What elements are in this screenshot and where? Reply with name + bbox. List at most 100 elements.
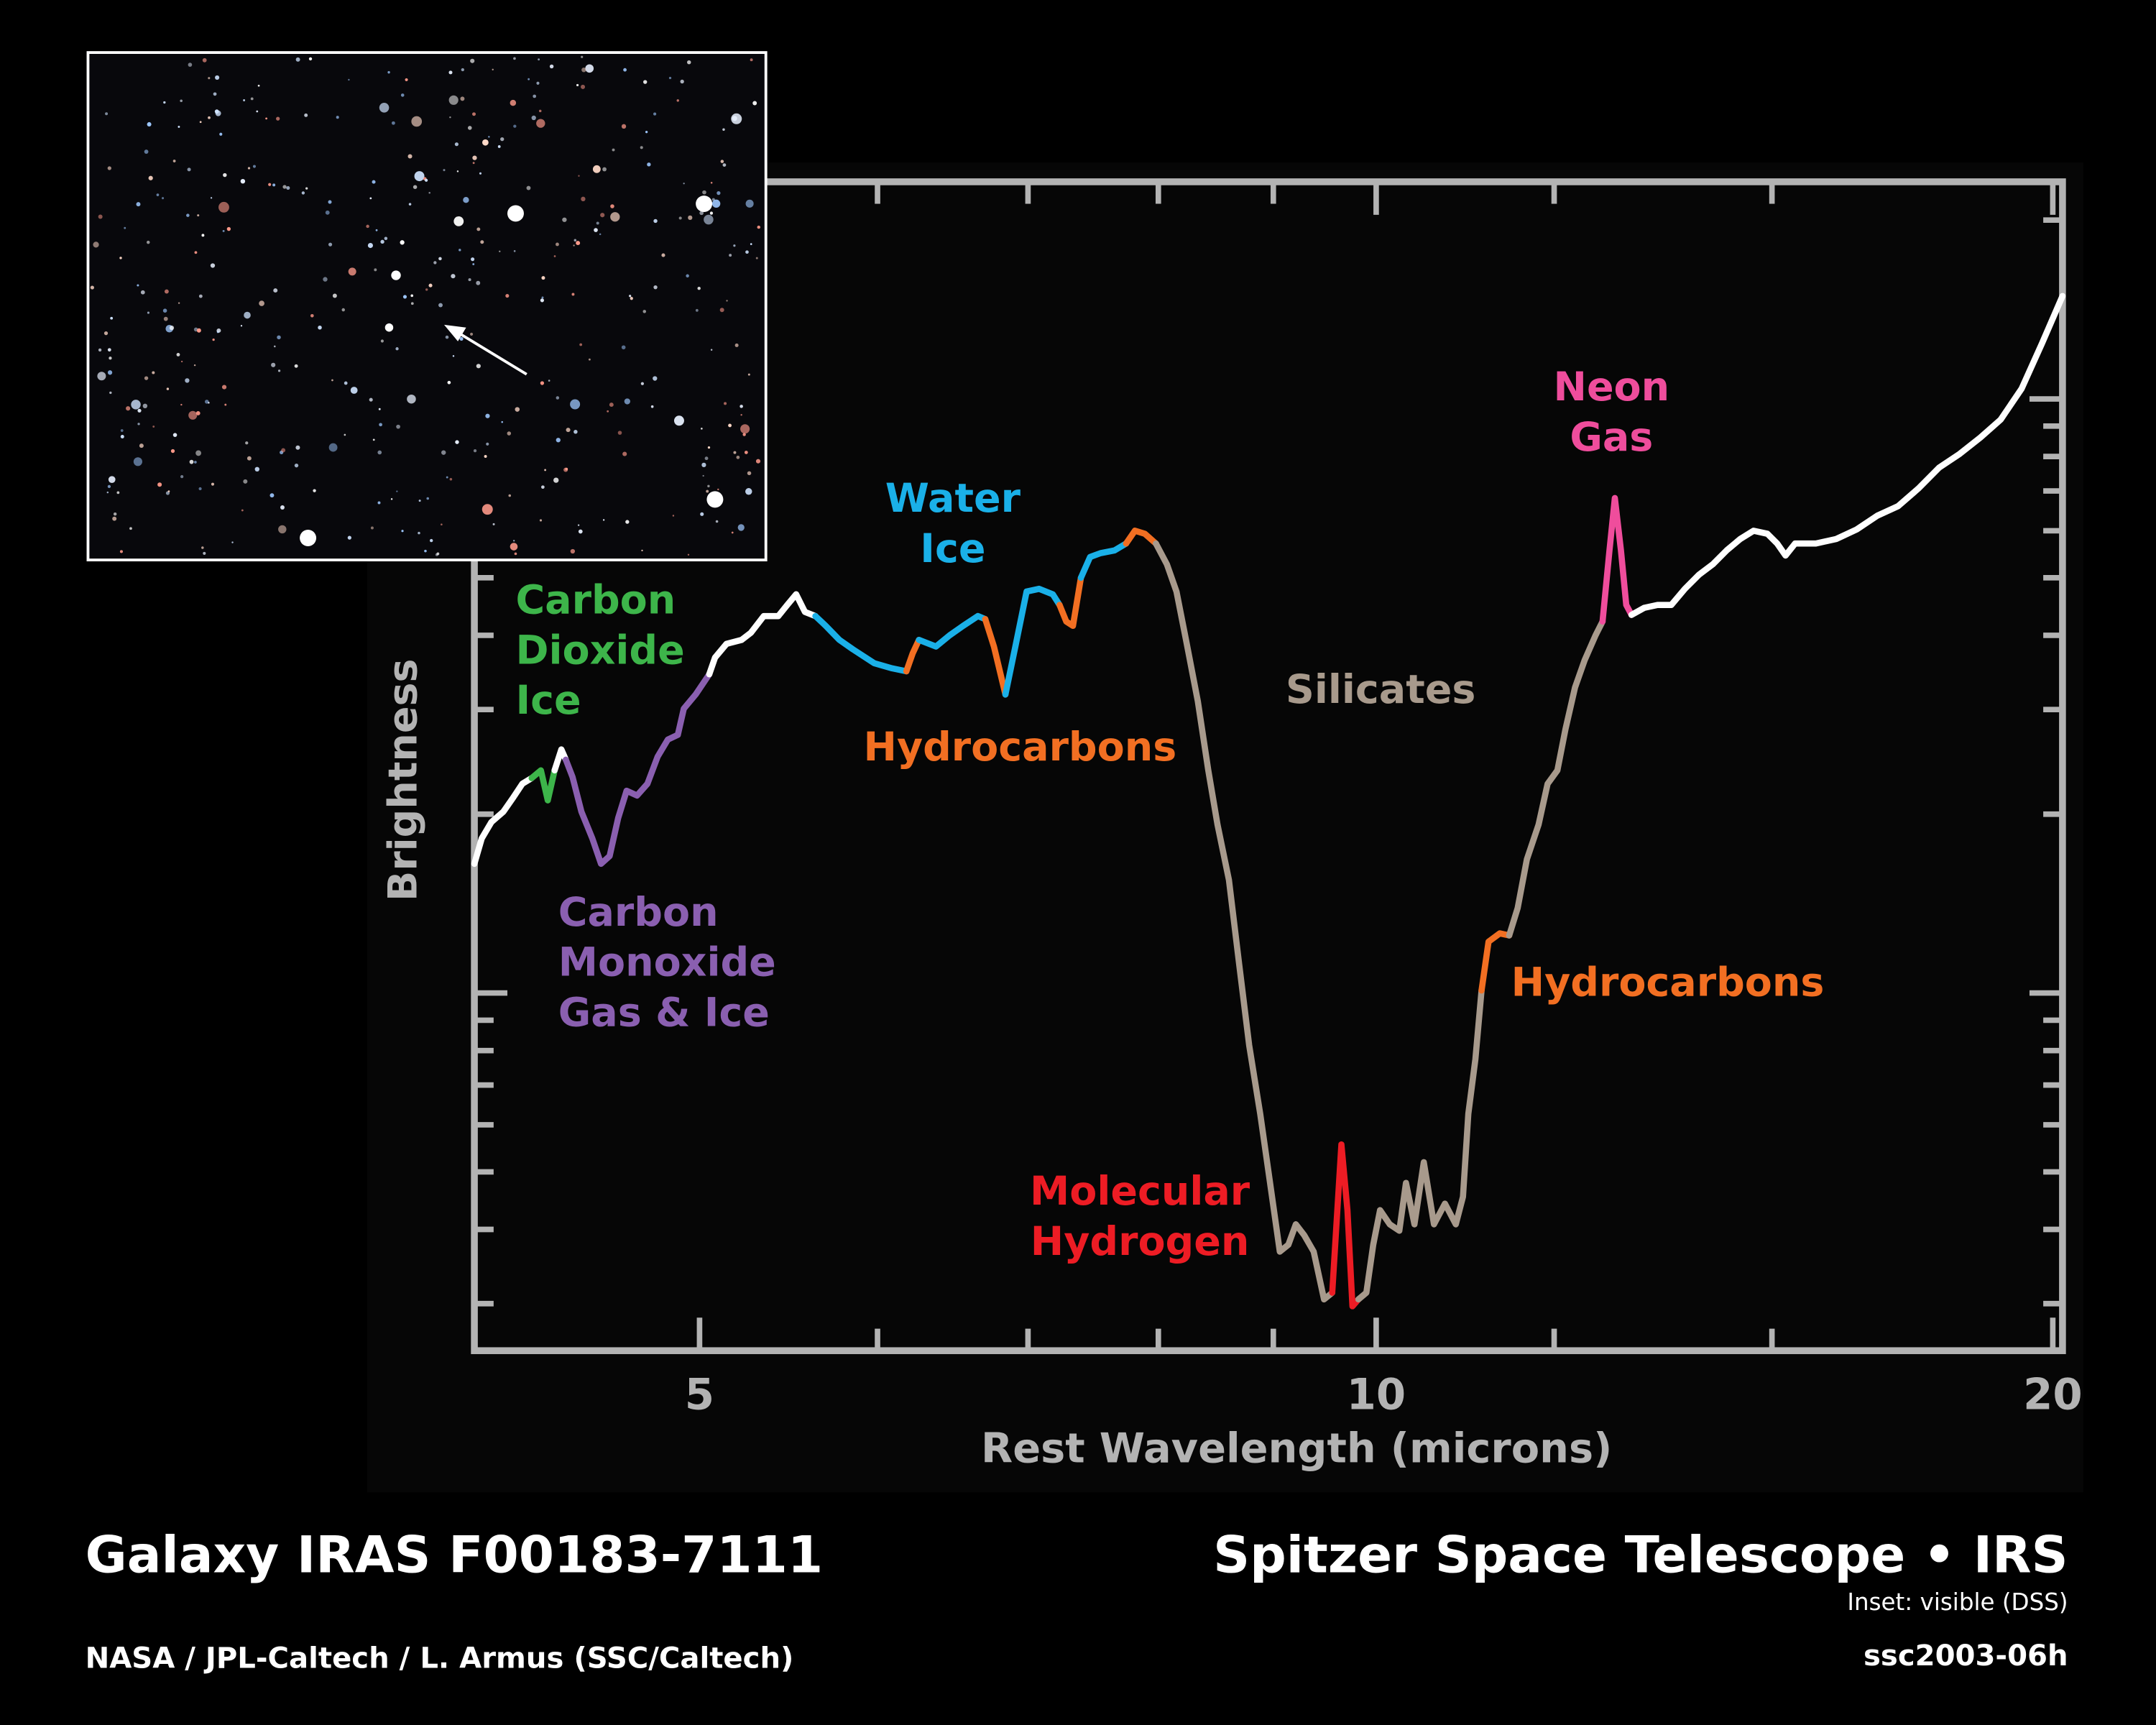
star (243, 99, 246, 101)
annotation: Carbon (558, 890, 719, 936)
star (653, 218, 658, 224)
star (278, 525, 287, 534)
caption-instrument: Spitzer Space Telescope • IRS (1213, 1525, 2068, 1585)
star (600, 213, 605, 218)
star (259, 300, 264, 306)
star (507, 431, 512, 436)
star (215, 110, 221, 116)
spectrum-segment (471, 775, 535, 868)
star (163, 316, 168, 321)
star (581, 196, 586, 202)
axes: 5 10 20 (471, 178, 2083, 1419)
star (750, 243, 752, 245)
star (137, 284, 139, 287)
star (505, 293, 510, 298)
star (510, 543, 518, 551)
star (612, 148, 615, 152)
star (304, 113, 308, 117)
star (469, 332, 474, 336)
star (418, 531, 420, 535)
x-tick-label: 10 (1347, 1369, 1406, 1419)
star (332, 293, 337, 298)
star (213, 92, 217, 96)
star (402, 295, 407, 299)
star (553, 477, 559, 483)
star (257, 84, 260, 87)
star (726, 300, 728, 302)
star (328, 443, 338, 452)
star (588, 358, 591, 361)
star (379, 423, 382, 427)
star (310, 313, 314, 318)
star (280, 505, 285, 510)
spectrum-segment (1056, 574, 1084, 630)
star (395, 347, 399, 351)
spectrum-segment (1599, 494, 1635, 625)
star (188, 63, 193, 67)
star (609, 402, 614, 408)
spectrum-segment (706, 591, 819, 678)
star (196, 328, 201, 333)
star (198, 487, 202, 491)
star (732, 116, 737, 121)
star (744, 451, 748, 454)
star (447, 380, 451, 385)
star (461, 68, 464, 72)
star (707, 446, 711, 449)
star (408, 203, 412, 206)
inset-arrow (456, 330, 528, 376)
star (129, 527, 132, 530)
star (187, 167, 191, 172)
star (680, 79, 684, 84)
star (224, 403, 227, 406)
star (215, 75, 220, 80)
star (240, 325, 243, 327)
star (374, 268, 377, 272)
star (137, 408, 142, 413)
star (344, 381, 348, 385)
star (592, 165, 601, 173)
star (472, 263, 475, 265)
star (602, 167, 607, 172)
star (701, 428, 703, 430)
star (700, 512, 704, 516)
star (704, 456, 709, 461)
spectrum-segment (1123, 528, 1159, 547)
star (202, 58, 207, 63)
star (623, 68, 627, 72)
star (755, 459, 761, 464)
star (185, 378, 190, 383)
star (709, 211, 714, 215)
star (425, 288, 428, 291)
star (676, 99, 679, 102)
spectrum-segment (1628, 293, 2066, 618)
star (449, 477, 453, 481)
star (438, 303, 443, 308)
spectrum-segment (982, 616, 1009, 698)
star (301, 191, 305, 195)
spectrum-segment (1355, 987, 1485, 1303)
star (488, 136, 490, 138)
star (454, 142, 459, 147)
star (697, 287, 701, 290)
star (471, 257, 475, 262)
star (733, 451, 737, 454)
star (484, 455, 487, 458)
star (497, 145, 501, 148)
annotation: Water (885, 476, 1021, 522)
star (208, 116, 211, 119)
star (565, 467, 568, 471)
star (295, 57, 300, 62)
spectrum-segment (551, 746, 569, 774)
star (93, 242, 99, 248)
star (577, 524, 580, 526)
star (528, 78, 530, 80)
star (109, 391, 112, 395)
star (380, 239, 384, 244)
star (482, 504, 493, 515)
star (97, 372, 106, 381)
star (426, 497, 430, 500)
star (140, 290, 145, 295)
star (438, 257, 442, 261)
